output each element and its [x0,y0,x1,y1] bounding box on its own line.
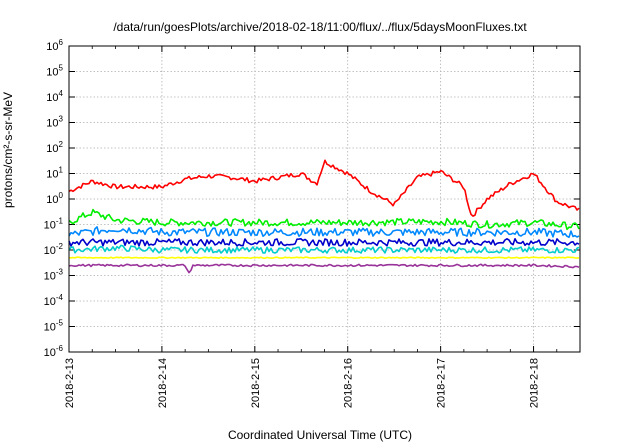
series-line-1 [68,208,580,231]
y-tick-label: 103 [46,115,63,130]
x-tick-label: 2018-2-16 [343,358,355,408]
y-tick-label: 106 [46,38,63,53]
series-line-5 [69,256,580,260]
y-tick-label: 101 [46,166,63,181]
chart-title: /data/run/goesPlots/archive/2018-02-18/1… [113,20,527,34]
series-line-4 [68,238,580,247]
y-tick-label: 100 [46,191,63,206]
y-tick-label: 10-1 [44,217,64,232]
y-tick-label: 10-4 [44,293,64,308]
x-axis-label: Coordinated Universal Time (UTC) [227,428,413,442]
x-tick-label: 2018-2-13 [64,358,76,408]
x-tick-label: 2018-2-17 [436,358,448,408]
x-tick-label: 2018-2-14 [157,358,169,408]
y-tick-label: 10-5 [44,319,64,334]
x-tick-label: 2018-2-15 [250,358,262,408]
x-tick-label: 2018-2-18 [529,358,541,408]
y-tick-label: 10-2 [44,242,64,257]
y-tick-label: 10-3 [44,268,64,283]
series-line-2 [68,226,580,239]
plot-frame [68,45,581,353]
y-tick-label: 104 [46,89,63,104]
y-tick-label: 105 [46,64,63,79]
series-line-0 [68,159,580,217]
y-tick-label: 10-6 [44,344,64,359]
series-line-6 [68,263,580,274]
series-line-3 [68,244,580,254]
y-tick-label: 102 [46,140,63,155]
